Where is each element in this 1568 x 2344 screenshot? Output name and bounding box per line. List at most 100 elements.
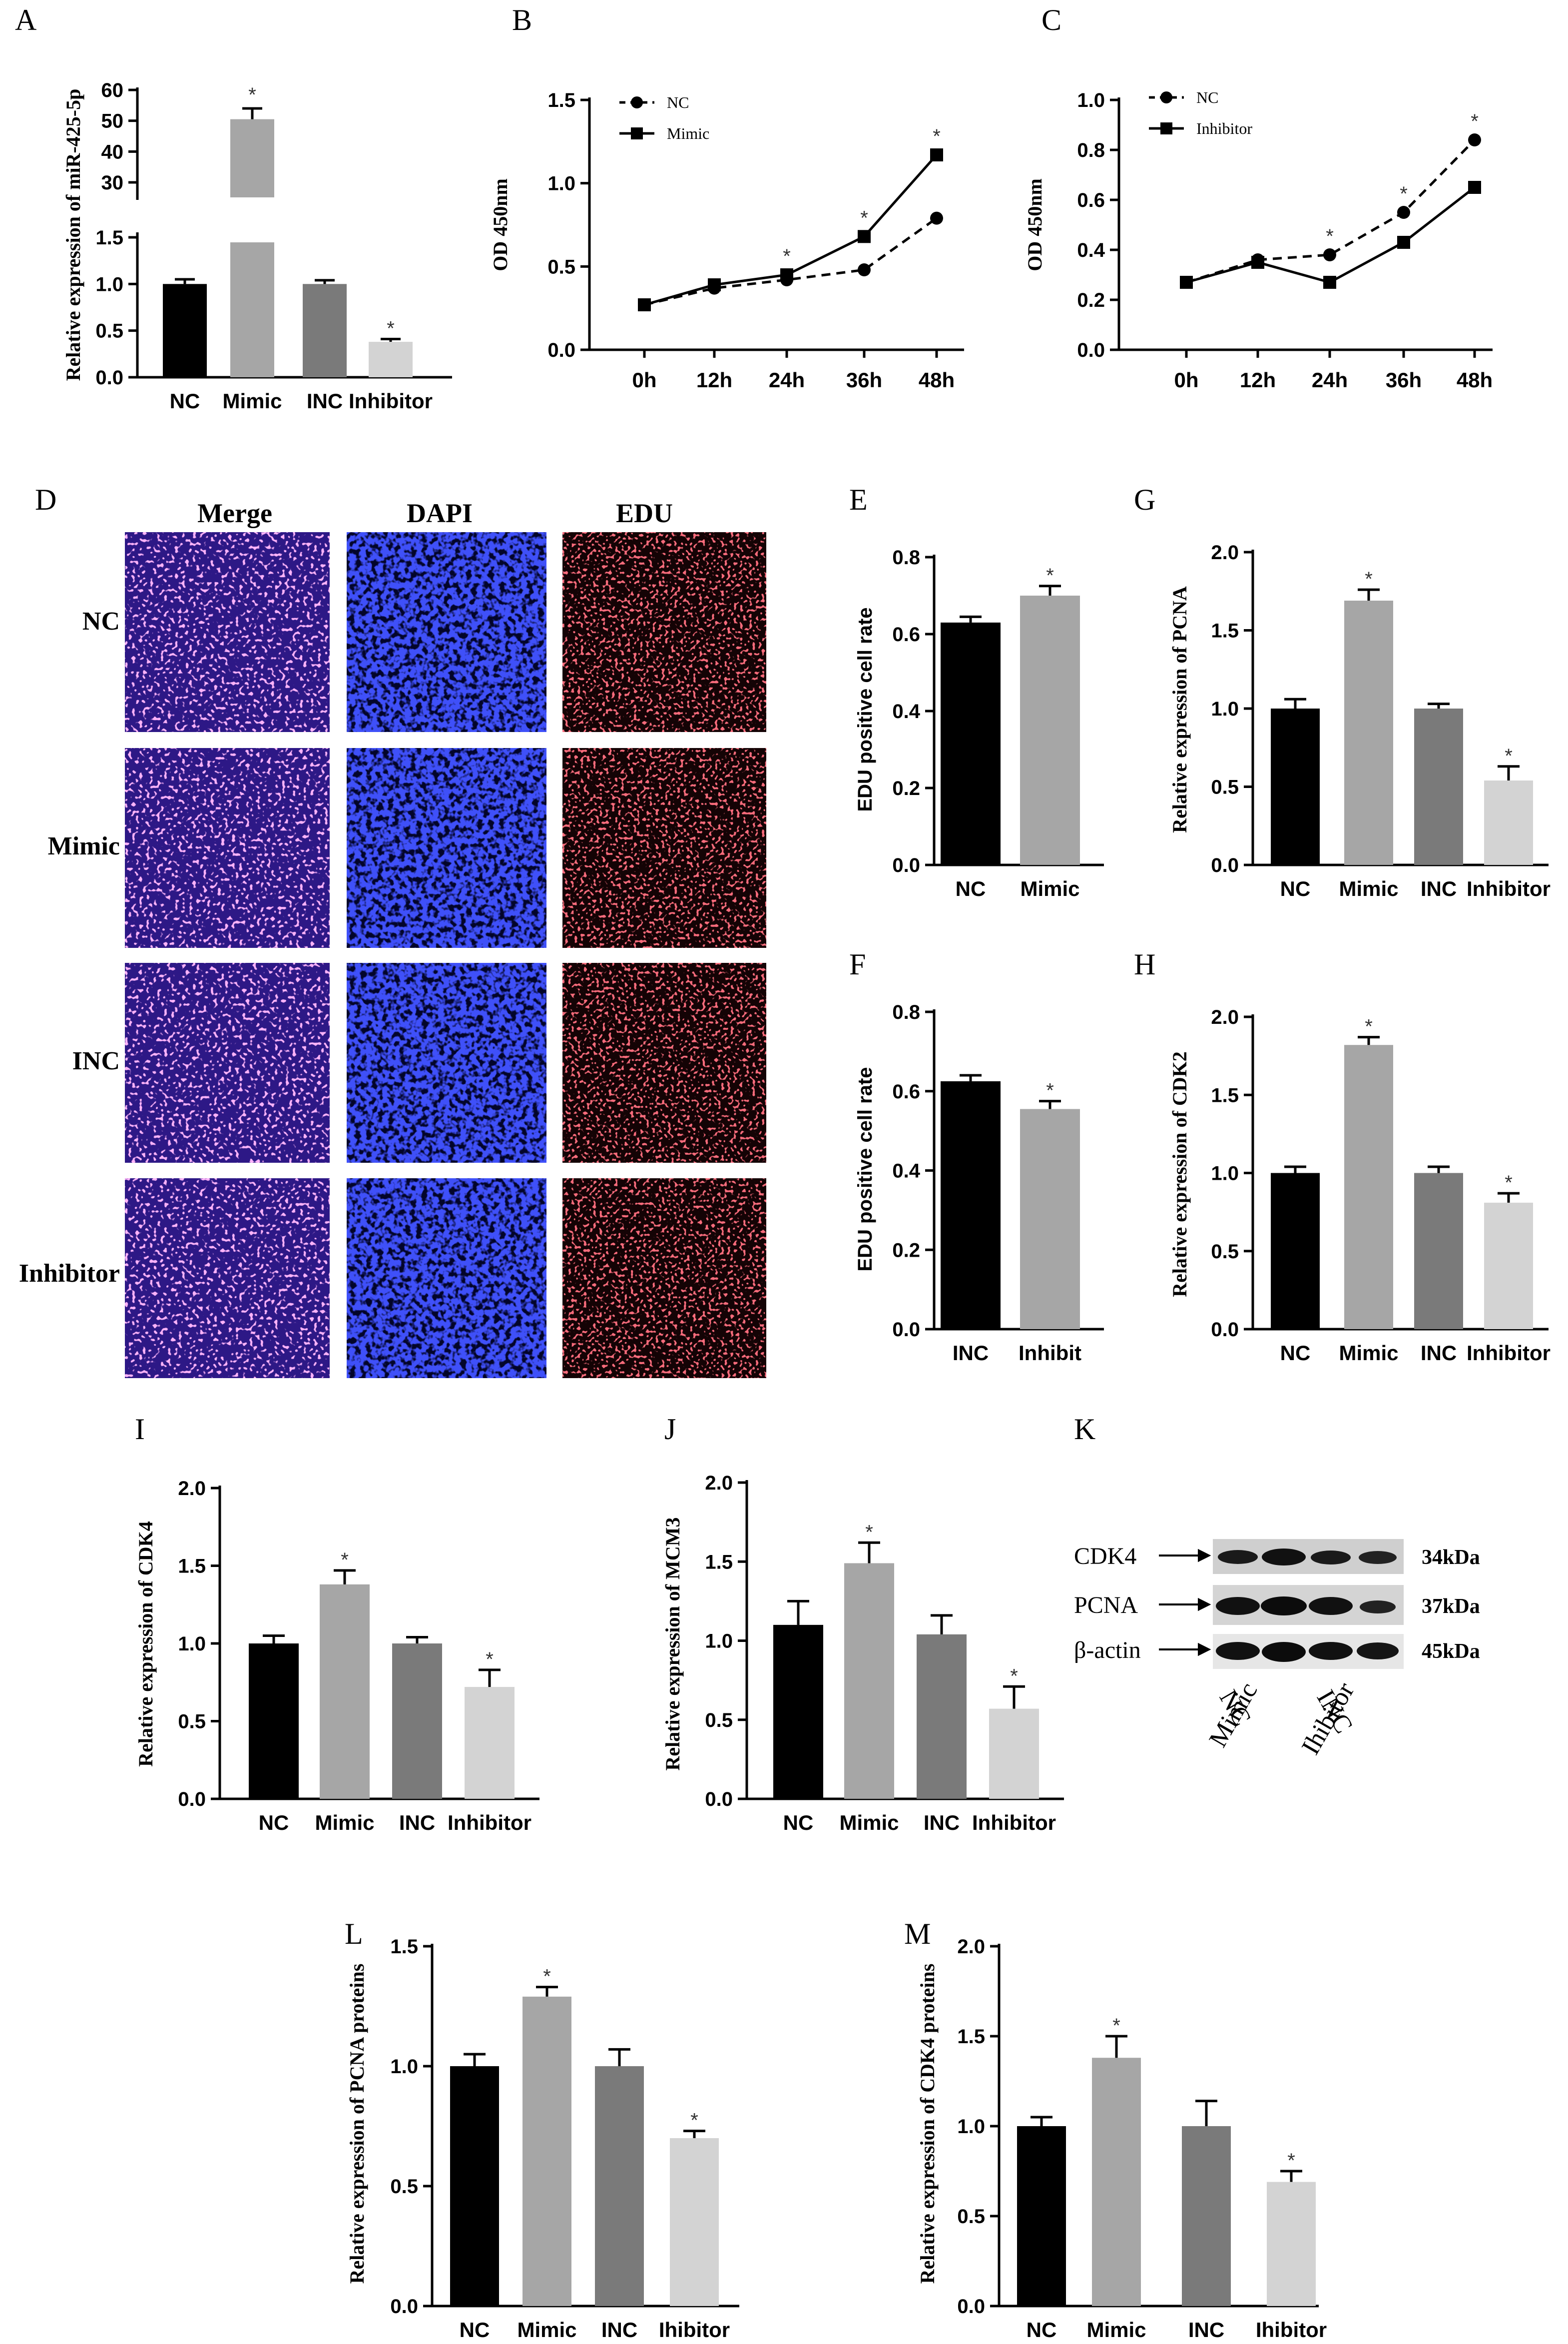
chart-j: J Relative expression of MCM3 0.0 0.5 1.0 1.5… [661,1413,1064,1834]
y-tick-label: 0.4 [892,1160,920,1182]
y-axis-title: EDU positive cell rate [854,607,876,811]
bar-inhibitor [1484,780,1533,865]
x-category-label: NC [1280,877,1311,900]
y-tick-label: 1.5 [95,227,123,249]
y-tick-label: 0.0 [1211,1319,1239,1341]
y-tick-label: 1.0 [547,173,575,195]
y-tick-label: 0.5 [957,2206,985,2228]
y-tick-label: 1.0 [1211,1163,1239,1185]
y-tick-label: 0.0 [390,2296,418,2318]
y-tick-label: 1.0 [957,2116,985,2138]
significance-star: * [1505,1172,1513,1194]
y-tick-label: 1.0 [1211,698,1239,720]
significance-star: * [1112,2015,1120,2037]
x-category-label: NC [956,877,986,900]
y-tick-label: 0.0 [892,1319,920,1341]
y-tick-label: 2.0 [705,1472,733,1494]
y-tick-label: 1.5 [390,1936,418,1958]
bar-mimic [1344,601,1393,865]
x-tick-label: 36h [846,368,882,392]
x-category-label: INC [399,1811,435,1834]
y-tick-label: 0.5 [705,1709,733,1731]
x-tick-label: 36h [1386,368,1422,392]
y-tick-label: 0.4 [1077,239,1105,261]
point-mimic [930,148,943,161]
protein-label-bactin: β-actin [1074,1637,1141,1663]
y-tick-label: 0.6 [892,1081,920,1103]
point-inhibitor [1251,256,1264,269]
y-tick-label: 0.6 [1077,189,1105,211]
chart-a: A Relative expression of miR-425-5p 0.0 0.5… [15,3,452,413]
x-category-label: NC [1027,2318,1057,2342]
significance-star: * [690,2110,698,2132]
blot-strips [1213,1539,1404,1669]
protein-label-cdk4: CDK4 [1074,1543,1136,1569]
x-tick-label: 0h [632,368,656,392]
y-tick-label: 1.5 [547,89,575,111]
x-tick-label: 24h [1312,368,1348,392]
significance-star: * [1046,1080,1054,1102]
significance-star: * [387,317,395,339]
significance-star: * [1400,183,1408,205]
x-category-label: NC [460,2318,490,2342]
bar-ihibitor [670,2138,719,2306]
y-tick-label: 0.5 [1211,777,1239,798]
bar-inhibitor [989,1708,1039,1799]
bar-mimic-lower [230,242,274,377]
series-line-nc [644,217,938,306]
bar-mimic [523,1996,571,2306]
y-tick-label: 2.0 [957,1936,985,1958]
y-tick-label: 1.0 [705,1630,733,1652]
significance-star: * [1287,2150,1295,2172]
y-tick-label: 2.0 [1211,542,1239,564]
x-tick-label: 48h [919,368,955,392]
bar-nc [1017,2126,1066,2306]
y-tick-label: 0.5 [178,1711,206,1733]
point-mimic [858,230,871,243]
x-tick-label: 24h [769,368,805,392]
y-tick-label: 0.2 [892,778,920,799]
x-category-label: Mimic [839,1811,899,1834]
row-title-nc: NC [82,607,120,636]
significance-star: * [1326,225,1334,247]
bar-mimic [1020,596,1080,865]
panel-label: C [1042,3,1061,36]
charts-layer: A Relative expression of miR-425-5p 0.0 0.5… [15,3,1551,2342]
x-category-label: Inhibitor [349,389,433,413]
y-tick-label: 0.6 [892,624,920,646]
significance-star: * [1471,110,1479,132]
legend-marker-inhibitor [1160,122,1172,134]
x-tick-label: 12h [696,368,732,392]
point-nc [858,263,871,276]
significance-star: * [1365,1016,1373,1038]
x-category-label: NC [259,1811,289,1834]
chart-l: L Relative expression of PCNA proteins 0.0… [345,1917,739,2342]
x-category-label: Mimic [1339,1341,1398,1365]
x-category-label: INC [1188,2318,1224,2342]
y-tick-label: 1.5 [1211,620,1239,642]
x-category-label: Inhibitor [1467,1341,1551,1365]
y-tick-label: 1.5 [1211,1084,1239,1106]
chart-f: F EDU positive cell rate 0.0 0.2 0.4 0.6 0.8 IN… [849,948,1104,1365]
legend-marker-nc [1160,91,1172,103]
bar-mimic [844,1563,894,1799]
bar-inc [1414,1173,1463,1329]
y-axis-title: EDU positive cell rate [854,1067,876,1271]
x-category-label: Mimic [517,2318,576,2342]
band-pcna-inc [1309,1597,1353,1615]
band-bactin-mimic [1262,1642,1306,1662]
bar-nc [773,1624,823,1799]
panel-label: G [1134,483,1155,516]
chart-m: M Relative expression of CDK4 proteins 0.0… [904,1917,1327,2342]
panel-label: M [904,1917,931,1950]
y-tick-label: 1.0 [178,1633,206,1655]
legend-marker-mimic [631,127,643,139]
chart-h: H Relative expression of CDK2 0.0 0.5 1.0 1.5… [1134,948,1551,1365]
column-title-merge: Merge [197,498,272,528]
point-mimic [638,298,651,311]
y-tick-label: 0.5 [95,320,123,342]
legend-marker-nc [631,96,643,108]
y-tick-label: 1.0 [390,2056,418,2078]
row-title-mimic: Mimic [48,832,120,860]
panel-label: E [849,483,868,516]
